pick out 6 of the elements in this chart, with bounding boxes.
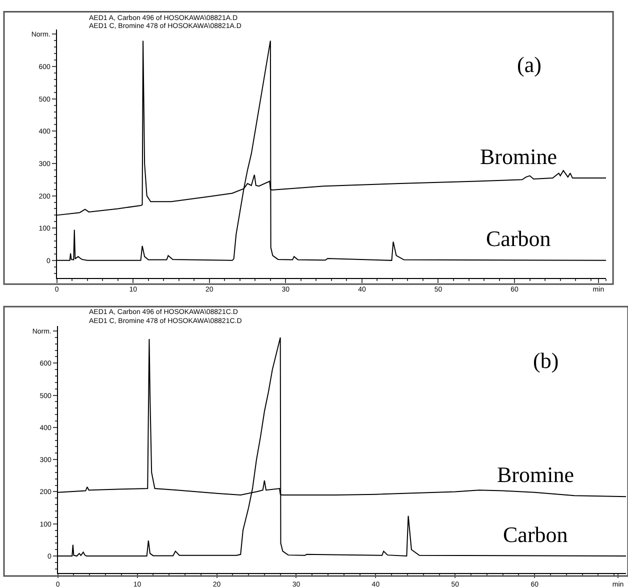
annotation: (b) <box>533 348 559 373</box>
series-label: Carbon <box>486 226 551 251</box>
annotation: (a) <box>517 52 542 77</box>
series-label: Bromine <box>497 462 574 487</box>
series-label: Bromine <box>480 144 557 169</box>
series-label: Carbon <box>503 522 568 547</box>
